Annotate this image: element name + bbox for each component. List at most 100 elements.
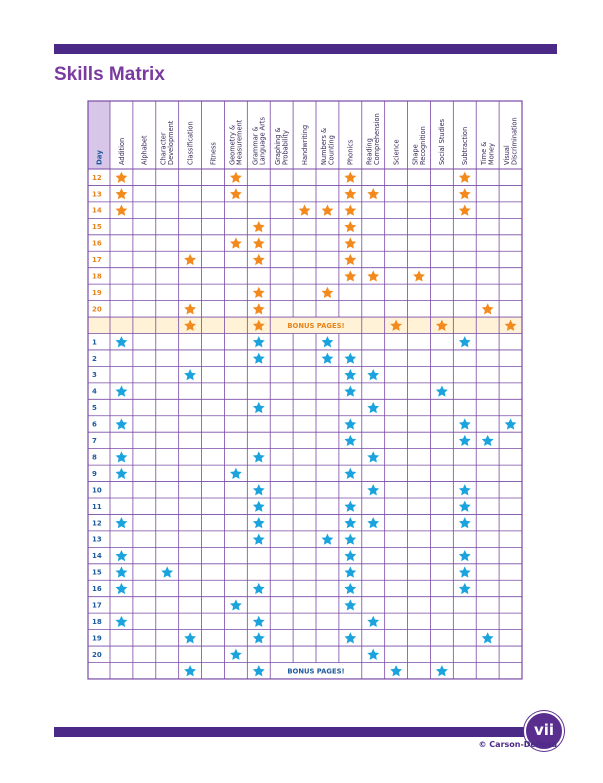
blue-star-icon	[458, 434, 471, 447]
table-row	[88, 317, 522, 334]
day-number: 4	[92, 388, 97, 396]
orange-star-icon	[184, 253, 197, 266]
blue-star-icon	[252, 451, 265, 463]
column-header: Addition	[118, 138, 126, 165]
orange-star-icon	[252, 303, 265, 315]
orange-star-icon	[252, 237, 265, 249]
blue-star-icon	[115, 549, 128, 562]
table-row: 12	[92, 517, 471, 529]
table-row: 16	[92, 237, 357, 249]
day-number: 5	[92, 404, 97, 412]
orange-star-icon	[321, 204, 334, 216]
column-header: Graphing &Probability	[274, 127, 289, 165]
table-row: 5	[92, 401, 380, 414]
blue-star-icon	[458, 336, 471, 348]
blue-star-icon	[458, 566, 471, 578]
orange-star-icon	[184, 303, 197, 315]
blue-star-icon	[367, 517, 380, 529]
table-row: 4	[92, 385, 448, 397]
blue-star-icon	[504, 418, 517, 430]
blue-star-icon	[344, 566, 357, 578]
blue-star-icon	[252, 533, 265, 545]
blue-star-icon	[344, 549, 357, 562]
blue-star-icon	[344, 582, 357, 595]
table-row: 12	[92, 171, 471, 183]
blue-star-icon	[390, 665, 403, 677]
day-number: 1	[92, 338, 97, 346]
blue-star-icon	[344, 632, 357, 644]
orange-star-icon	[344, 253, 357, 266]
table-row: 17	[92, 599, 357, 611]
blue-star-icon	[252, 500, 265, 512]
day-number: 13	[92, 536, 102, 544]
day-number: 12	[92, 519, 102, 527]
bonus-pages-label: BONUS PAGES!	[287, 667, 344, 675]
orange-star-icon	[435, 319, 448, 331]
column-header: Fitness	[209, 142, 217, 165]
blue-star-icon	[458, 500, 471, 512]
day-number: 17	[92, 602, 102, 610]
blue-star-icon	[321, 336, 334, 348]
blue-star-icon	[458, 484, 471, 496]
column-header: Geometry &Measurement	[228, 119, 243, 165]
blue-star-icon	[115, 615, 128, 627]
blue-star-icon	[252, 336, 265, 348]
blue-star-icon	[184, 369, 197, 381]
blue-star-icon	[229, 648, 242, 660]
blue-star-icon	[115, 467, 128, 479]
table-row: 6	[92, 418, 517, 430]
orange-star-icon	[344, 270, 357, 282]
blue-star-icon	[252, 665, 265, 677]
blue-star-icon	[252, 484, 265, 496]
orange-star-icon	[252, 253, 265, 266]
blue-star-icon	[458, 582, 471, 595]
day-number: 12	[92, 174, 102, 182]
table-row: 18	[92, 270, 425, 282]
day-number: 16	[92, 240, 102, 248]
table-row: 20	[92, 648, 380, 660]
orange-star-icon	[252, 286, 265, 298]
table-row: 8	[92, 451, 380, 463]
blue-star-icon	[344, 418, 357, 430]
page-title: Skills Matrix	[54, 64, 165, 85]
column-header: Numbers &Counting	[320, 128, 335, 165]
table-row: 11	[92, 500, 471, 512]
day-number: 16	[92, 585, 102, 593]
top-bar	[54, 44, 557, 54]
copyright-text: © Carson-Dellosa	[478, 740, 557, 749]
table-row: 19	[92, 286, 334, 298]
blue-star-icon	[344, 517, 357, 529]
blue-star-icon	[435, 665, 448, 677]
orange-star-icon	[344, 204, 357, 216]
orange-star-icon	[413, 270, 425, 282]
blue-star-icon	[344, 599, 357, 611]
column-header: Phonics	[347, 139, 355, 165]
blue-star-icon	[321, 352, 334, 364]
day-number: 15	[92, 223, 102, 231]
blue-star-icon	[367, 369, 380, 381]
column-header: Handwriting	[301, 125, 309, 165]
blue-star-icon	[458, 418, 471, 430]
day-number: 13	[92, 190, 102, 198]
day-number: 18	[92, 273, 102, 281]
day-number: 2	[92, 355, 97, 363]
blue-star-icon	[344, 533, 357, 545]
orange-star-icon	[321, 286, 334, 298]
day-number: 19	[92, 289, 102, 297]
orange-star-icon	[504, 319, 517, 331]
blue-star-icon	[367, 401, 380, 414]
table-row: 19	[92, 632, 494, 644]
day-number: 20	[92, 651, 102, 659]
blue-star-icon	[115, 385, 128, 397]
orange-star-icon	[367, 188, 380, 200]
table-row: 14	[92, 549, 471, 562]
day-number: 9	[92, 470, 97, 478]
blue-star-icon	[321, 533, 334, 545]
orange-star-icon	[115, 171, 128, 183]
day-number: 3	[92, 371, 97, 379]
blue-star-icon	[344, 467, 357, 479]
orange-star-icon	[252, 220, 265, 233]
day-number: 8	[92, 453, 97, 461]
blue-star-icon	[344, 500, 357, 512]
table-frame	[87, 100, 523, 680]
